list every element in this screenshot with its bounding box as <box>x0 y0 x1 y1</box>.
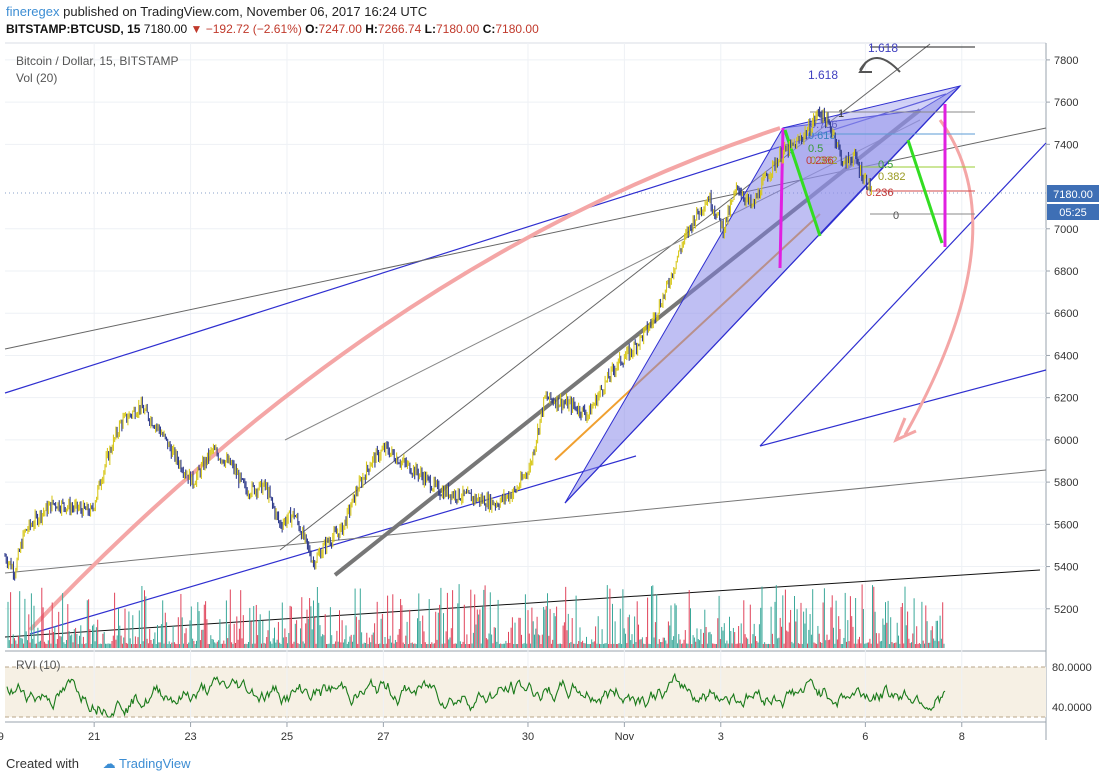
open-value: 7247.00 <box>318 22 362 36</box>
time-tick-label: Nov <box>615 731 635 743</box>
time-tick-label: 23 <box>184 731 196 743</box>
rvi-series <box>6 672 946 718</box>
fib-label-0236: 0.236 <box>806 155 834 167</box>
series-title: Bitcoin / Dollar, 15, BITSTAMP <box>16 54 179 68</box>
footer: Created with ☁ TradingView <box>6 756 191 772</box>
close-value: 7180.00 <box>495 22 539 36</box>
symbol-label: BITSTAMP:BTCUSD, 15 <box>6 22 141 36</box>
time-tick-label: 6 <box>862 731 868 743</box>
rvi-band <box>5 667 1046 717</box>
parallel-line <box>759 142 1047 447</box>
price-badge <box>1047 185 1099 202</box>
open-label: O: <box>305 22 319 36</box>
close-label: C: <box>482 22 496 36</box>
fib-label-0382: 0.382 <box>810 155 838 167</box>
time-tick-label: 21 <box>88 731 100 743</box>
publish-line: fineregex published on TradingView.com, … <box>6 4 427 19</box>
rvi-line <box>6 672 946 718</box>
rvi-tick-label: 80.0000 <box>1052 662 1092 674</box>
fib-label-05: 0.5 <box>808 143 823 155</box>
time-tick-label: 25 <box>281 731 293 743</box>
fib-label-1618-top: 1.618 <box>868 41 898 55</box>
low-value: 7180.00 <box>435 22 480 36</box>
price-badge-value: 7180.00 <box>1053 189 1093 201</box>
price-axis-ticks: 5200 5400 5600 5800 6000 6200 6400 6600 6800 7000… <box>1046 55 1078 616</box>
gray-line-2 <box>4 469 1047 574</box>
pink-projection-up <box>28 126 781 632</box>
time-tick-label: 30 <box>522 731 534 743</box>
time-tick-label: 27 <box>377 731 389 743</box>
support-line <box>759 369 1047 447</box>
fib-label-1: 1 <box>838 108 844 120</box>
drawings <box>4 43 1047 638</box>
rvi-tick-label: 40.0000 <box>1052 702 1092 714</box>
price-tick-label: 6600 <box>1054 308 1078 320</box>
timer-badge <box>1047 204 1099 220</box>
drawing-labels: 1.618 1.618 1 0.786 0.618 0.5 0.382 0.23… <box>806 41 906 222</box>
fib-label-1618: 1.618 <box>808 68 838 82</box>
ohlc-line: BITSTAMP:BTCUSD, 15 7180.00 ▼ −192.72 (−… <box>6 22 539 36</box>
publisher-name[interactable]: fineregex <box>6 4 60 19</box>
price-tick-label: 5800 <box>1054 477 1078 489</box>
published-text: published on TradingView.com, November 0… <box>63 4 428 19</box>
low-label: L: <box>424 22 436 36</box>
price-tick-label: 6200 <box>1054 393 1078 405</box>
tradingview-brand[interactable]: TradingView <box>119 756 191 771</box>
price-tick-label: 6800 <box>1054 266 1078 278</box>
price-series <box>4 106 872 581</box>
gray-arrow-head <box>858 61 872 73</box>
price-tick-label: 6000 <box>1054 435 1078 447</box>
black-line <box>4 569 1041 638</box>
high-label: H: <box>365 22 378 36</box>
rvi-axis-ticks: 40.0000 80.0000 <box>1052 662 1092 714</box>
price-tick-label: 7600 <box>1054 97 1078 109</box>
wedge-lower-line <box>564 85 961 504</box>
pink-arrow-head <box>893 417 917 443</box>
price-tick-label: 7000 <box>1054 224 1078 236</box>
time-tick-label: 19 <box>0 731 4 743</box>
volume-legend: Vol (20) <box>16 71 58 85</box>
fib-label-0236-b: 0.236 <box>866 187 894 199</box>
price-tick-label: 7400 <box>1054 139 1078 151</box>
price-tick-label: 5600 <box>1054 519 1078 531</box>
pink-projection-down <box>903 119 975 436</box>
price-tick-label: 5400 <box>1054 562 1078 574</box>
fib-label-0618: 0.618 <box>808 130 836 142</box>
fib-label-0: 0 <box>893 210 899 222</box>
high-value: 7266.74 <box>377 22 422 36</box>
price-tick-label: 5200 <box>1054 604 1078 616</box>
fib-label-0382-b: 0.382 <box>878 171 906 183</box>
time-tick-label: 8 <box>959 731 965 743</box>
last-price: 7180.00 <box>143 22 188 36</box>
volume-bars <box>7 584 945 648</box>
created-with-text: Created with <box>6 756 79 771</box>
magenta-bar-left <box>778 127 785 269</box>
price-change: ▼ −192.72 (−2.61%) <box>190 22 302 36</box>
price-tick-label: 7800 <box>1054 55 1078 67</box>
time-axis-ticks: 19 21 23 25 27 30 Nov 3 6 8 <box>0 722 965 743</box>
green-leg-right <box>906 139 944 244</box>
fib-label-05-b: 0.5 <box>878 159 893 171</box>
time-tick-label: 3 <box>718 731 724 743</box>
timer-badge-value: 05:25 <box>1059 207 1087 219</box>
cloud-icon: ☁ <box>102 756 116 771</box>
rvi-legend: RVI (10) <box>16 658 61 672</box>
price-tick-label: 6400 <box>1054 350 1078 362</box>
